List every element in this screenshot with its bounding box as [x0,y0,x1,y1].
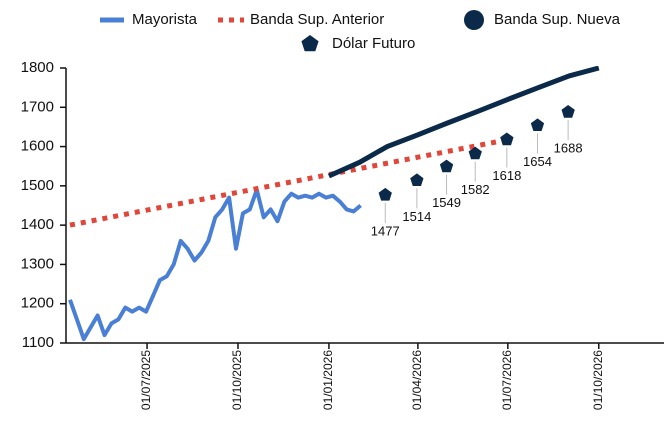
data-label: 1582 [461,182,490,197]
x-tick-label: 01/10/2025 [230,350,244,410]
y-tick-label: 1600 [21,138,54,155]
x-tick-label: 01/10/2026 [591,350,605,410]
futuro-marker [561,105,575,118]
futuro-marker [378,187,392,201]
data-label: 1654 [523,154,552,169]
futuro-marker [468,146,482,160]
data-label: 1514 [402,209,431,224]
legend-label: Banda Sup. Nueva [494,11,621,28]
data-label: 1688 [554,140,583,155]
x-tick-label: 01/07/2025 [139,350,153,410]
data-label: 1477 [371,223,400,238]
y-tick-label: 1200 [21,295,54,312]
legend-key [464,10,484,30]
data-label: 1549 [432,195,461,210]
x-tick-label: 01/01/2026 [321,350,335,410]
legend-label: Dólar Futuro [332,35,415,52]
series-line [68,187,362,342]
data-label: 1618 [492,168,521,183]
y-tick-label: 1400 [21,216,54,233]
futuro-marker [500,132,514,146]
futuro-marker [439,159,454,173]
y-tick-label: 1100 [22,334,54,351]
x-tick-label: 01/04/2026 [410,350,424,410]
plot-area [68,66,600,342]
y-tick-label: 1500 [21,177,54,194]
series-line [69,136,514,228]
futuro-marker [530,118,545,131]
y-tick-label: 1300 [21,255,54,272]
legend-label: Banda Sup. Anterior [250,11,384,28]
legend-key [301,35,319,52]
x-tick-label: 01/07/2026 [500,350,514,410]
legend-label: Mayorista [132,11,198,28]
y-tick-label: 1800 [21,59,54,76]
series-line [327,66,600,179]
y-tick-label: 1700 [21,98,54,115]
futuro-marker [410,173,424,186]
